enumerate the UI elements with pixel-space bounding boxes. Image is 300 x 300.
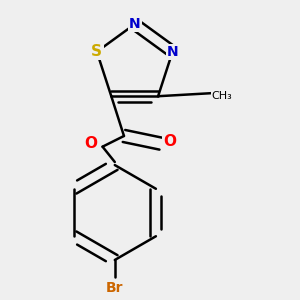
Text: CH₃: CH₃ — [212, 91, 232, 101]
Text: O: O — [164, 134, 176, 149]
Text: N: N — [129, 17, 140, 31]
Text: S: S — [91, 44, 102, 59]
Text: O: O — [84, 136, 97, 151]
Text: N: N — [167, 45, 178, 59]
Text: Br: Br — [106, 281, 124, 296]
